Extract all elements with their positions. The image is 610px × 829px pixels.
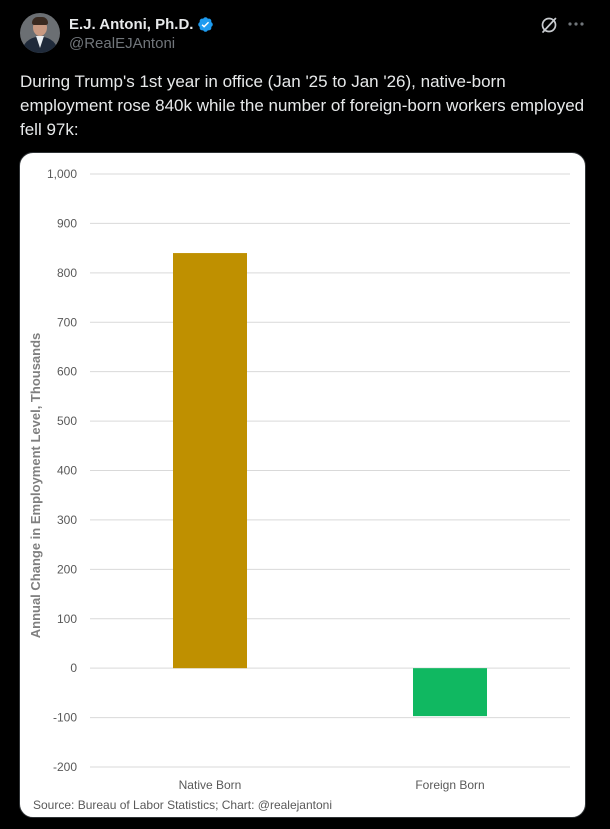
y-axis-label: Annual Change in Employment Level, Thous… <box>28 333 43 639</box>
verified-badge-icon <box>197 16 214 33</box>
y-tick-label: 200 <box>57 562 77 576</box>
chart-source: Source: Bureau of Labor Statistics; Char… <box>33 798 333 812</box>
y-tick-label: -100 <box>53 711 77 725</box>
chart-image[interactable]: -200 -100 0 100 200 300 400 500 600 700 800 900 1,00… <box>19 152 586 818</box>
more-options-icon[interactable] <box>566 14 586 34</box>
y-tick-label: 700 <box>57 315 77 329</box>
y-tick-label: 500 <box>57 414 77 428</box>
author-name-row: E.J. Antoni, Ph.D. <box>69 14 214 34</box>
author-avatar[interactable] <box>20 13 60 53</box>
bar-native-born <box>173 253 247 669</box>
bar-foreign-born <box>413 668 487 717</box>
y-tick-label: 900 <box>57 216 77 230</box>
y-tick-label: 100 <box>57 612 77 626</box>
author-display-name[interactable]: E.J. Antoni, Ph.D. <box>69 15 194 33</box>
y-tick-label: 300 <box>57 513 77 527</box>
y-tick-label: -200 <box>53 760 77 774</box>
y-tick-label: 1,000 <box>47 167 77 181</box>
x-category-label: Foreign Born <box>415 778 484 792</box>
y-tick-label: 800 <box>57 266 77 280</box>
bar-chart: -200 -100 0 100 200 300 400 500 600 700 800 900 1,00… <box>28 167 570 792</box>
x-category-label: Native Born <box>179 778 242 792</box>
y-tick-label: 0 <box>70 661 77 675</box>
grok-icon[interactable] <box>539 15 559 35</box>
author-handle[interactable]: @RealEJAntoni <box>69 35 176 52</box>
y-tick-label: 400 <box>57 464 77 478</box>
tweet-text: During Trump's 1st year in office (Jan '… <box>20 72 585 139</box>
y-tick-label: 600 <box>57 365 77 379</box>
